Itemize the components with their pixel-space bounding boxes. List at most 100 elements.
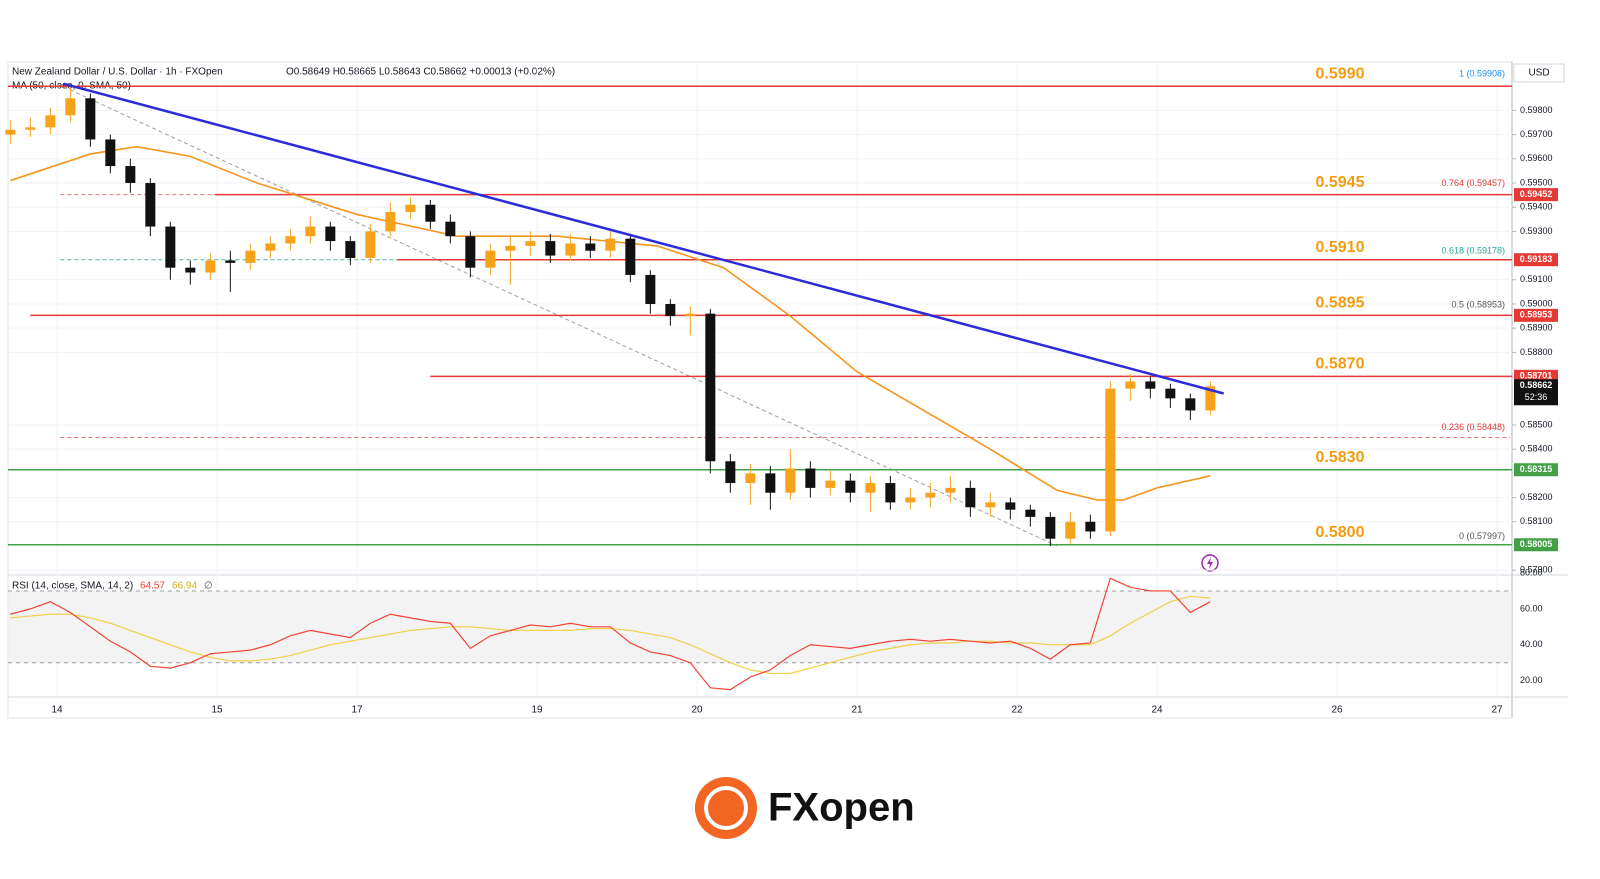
candle-body	[385, 212, 396, 232]
logo: FXopen	[695, 777, 915, 839]
candle-body	[5, 129, 16, 135]
rsi-extra: ∅	[204, 581, 213, 592]
countdown: 52:36	[1525, 392, 1548, 402]
logo-text: FXopen	[768, 786, 915, 830]
chart-title: New Zealand Dollar / U.S. Dollar · 1h · …	[12, 67, 223, 78]
y-tick-label: 0.58800	[1520, 347, 1553, 357]
candle-body	[685, 313, 696, 317]
candle-body	[485, 250, 496, 268]
level-note: 0.5990	[1316, 65, 1365, 82]
level-note: 0.5895	[1316, 295, 1365, 312]
x-tick-label: 24	[1151, 705, 1163, 716]
y-tick-label: 0.59600	[1520, 153, 1553, 163]
fib-label: 0.618 (0.59178)	[1441, 245, 1505, 255]
candle-body	[845, 480, 856, 493]
logo-mark-inner	[704, 786, 748, 830]
y-tick-label: 0.59300	[1520, 226, 1553, 236]
ohlc-legend: O0.58649 H0.58665 L0.58643 C0.58662 +0.0…	[286, 67, 555, 78]
price-tag	[1514, 538, 1558, 552]
candle-body	[965, 487, 976, 508]
candle-body	[205, 260, 216, 273]
candle-body	[1005, 502, 1016, 510]
x-tick-label: 14	[51, 705, 63, 716]
candle-body	[505, 245, 516, 251]
candle-body	[645, 274, 656, 304]
y-tick-label: 0.58200	[1520, 492, 1553, 502]
price-tag-label: 0.58005	[1520, 539, 1553, 549]
candle-body	[125, 166, 136, 183]
rsi-value: 64.57	[140, 581, 165, 592]
candle-body	[585, 243, 596, 251]
y-tick-label: 0.59700	[1520, 129, 1553, 139]
rsi-tick-label: 80.00	[1520, 567, 1543, 577]
candle-body	[345, 241, 356, 259]
candle-body	[1205, 386, 1216, 411]
x-tick-label: 22	[1011, 705, 1023, 716]
price-tag-label: 0.59183	[1520, 254, 1553, 264]
rsi-line	[10, 577, 1211, 691]
candle-body	[785, 468, 796, 493]
y-tick-label: 0.59500	[1520, 177, 1553, 187]
currency: USD	[1528, 68, 1549, 79]
candle-body	[765, 473, 776, 493]
fib-line	[56, 83, 1058, 547]
rsi-sma-value: 66.94	[172, 581, 197, 592]
candle-body	[1185, 398, 1196, 411]
candle-body	[465, 236, 476, 268]
candle-body	[1025, 509, 1036, 517]
candle-body	[1105, 388, 1116, 532]
candle-body	[705, 313, 716, 462]
candle-body	[825, 480, 836, 488]
ma-line	[10, 145, 1211, 501]
fib-label: 0.5 (0.58953)	[1451, 300, 1505, 310]
candle-body	[245, 250, 256, 263]
rsi-tick-label: 40.00	[1520, 639, 1543, 649]
candle-body	[185, 267, 196, 273]
level-note: 0.5870	[1316, 356, 1365, 373]
candle-body	[665, 303, 676, 317]
candle-body	[525, 241, 536, 246]
candle-body	[265, 243, 276, 251]
price-tag	[1514, 253, 1558, 267]
y-tick-label: 0.59400	[1520, 202, 1553, 212]
rsi-label: RSI (14, close, SMA, 14, 2)	[12, 581, 133, 592]
candle-body	[285, 236, 296, 244]
y-tick-label: 0.59100	[1520, 274, 1553, 284]
price-tag	[1514, 379, 1558, 406]
rsi-band	[8, 590, 1512, 663]
level-note: 0.5945	[1316, 174, 1365, 191]
level-note: 0.5800	[1316, 524, 1365, 541]
candle-body	[805, 468, 816, 488]
price-tag-label: 0.58953	[1520, 310, 1553, 320]
candle-body	[945, 487, 956, 493]
x-tick-label: 20	[691, 705, 703, 716]
fib-label: 0.236 (0.58448)	[1441, 422, 1505, 432]
currency-box	[1513, 63, 1565, 83]
price-tag	[1514, 463, 1558, 477]
candle-body	[445, 221, 456, 237]
candle-body	[985, 502, 996, 508]
candle-body	[25, 127, 36, 130]
rsi-tick-label: 60.00	[1520, 603, 1543, 613]
candle-body	[1165, 388, 1176, 399]
rsi-tick-label: 20.00	[1520, 675, 1543, 685]
candle-body	[625, 238, 636, 275]
trendline	[63, 82, 1224, 395]
y-tick-label: 0.58400	[1520, 444, 1553, 454]
candle-body	[425, 204, 436, 222]
candle-body	[65, 98, 76, 116]
fib-label: 1 (0.59908)	[1459, 69, 1505, 79]
level-note: 0.5910	[1316, 239, 1365, 256]
candle-body	[905, 497, 916, 503]
price-tag	[1514, 308, 1558, 322]
candle-body	[725, 461, 736, 484]
candle-body	[305, 226, 316, 237]
candle-body	[1085, 521, 1096, 532]
candle-body	[365, 231, 376, 259]
price-tag	[1514, 188, 1558, 202]
alert-icon[interactable]	[1201, 554, 1219, 572]
y-tick-label: 0.58100	[1520, 516, 1553, 526]
price-tag-label: 0.59452	[1520, 189, 1553, 199]
